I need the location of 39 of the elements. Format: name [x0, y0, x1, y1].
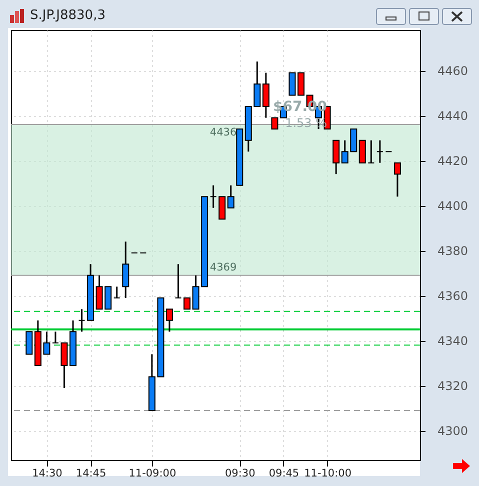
x-tick-label: 11-10:00: [304, 468, 352, 480]
candlestick: [184, 297, 190, 310]
y-tick-label: 4340: [438, 334, 468, 348]
y-tick-label: 4400: [438, 199, 468, 214]
x-tick-label: 09:30: [224, 468, 256, 480]
candlestick: [332, 140, 340, 175]
candlestick: [78, 308, 86, 332]
candlestick: [227, 184, 234, 209]
y-tick-label: 4360: [438, 289, 468, 304]
candlestick: [298, 72, 304, 96]
candlestick: [174, 263, 182, 299]
candlestick: [60, 342, 68, 389]
candlestick: [288, 72, 296, 96]
candlestick: [113, 286, 120, 299]
candlestick: [262, 72, 270, 119]
candlestick: [210, 184, 217, 209]
x-tick-label: 09:45: [268, 468, 300, 480]
y-tick-label: 4320: [438, 379, 468, 394]
y-tick-label: 4420: [438, 154, 468, 168]
candlestick: [368, 140, 375, 164]
candlestick: [271, 117, 278, 130]
candlestick: [218, 196, 226, 220]
candlestick: [26, 331, 33, 355]
candlestick: [376, 140, 384, 164]
y-tick-label: 4460: [438, 64, 468, 78]
x-tick-label: 14:30: [32, 468, 62, 480]
candlestick: [122, 240, 130, 299]
candlestick: [394, 162, 401, 198]
candlestick: [358, 140, 366, 164]
chart-title: S.JP.J8830,3: [30, 8, 106, 23]
ref-line-label: 4436: [210, 126, 237, 139]
y-tick-label: 4380: [438, 244, 468, 258]
y-tick-label: 4440: [438, 109, 468, 124]
candlestick: [52, 330, 59, 344]
ref-line-label: 4369: [210, 261, 237, 274]
candlestick: [166, 308, 173, 332]
y-tick-label: 4300: [438, 424, 468, 438]
x-tick-label: 11-09:00: [128, 468, 176, 480]
x-tick-label: 14:45: [76, 468, 106, 480]
